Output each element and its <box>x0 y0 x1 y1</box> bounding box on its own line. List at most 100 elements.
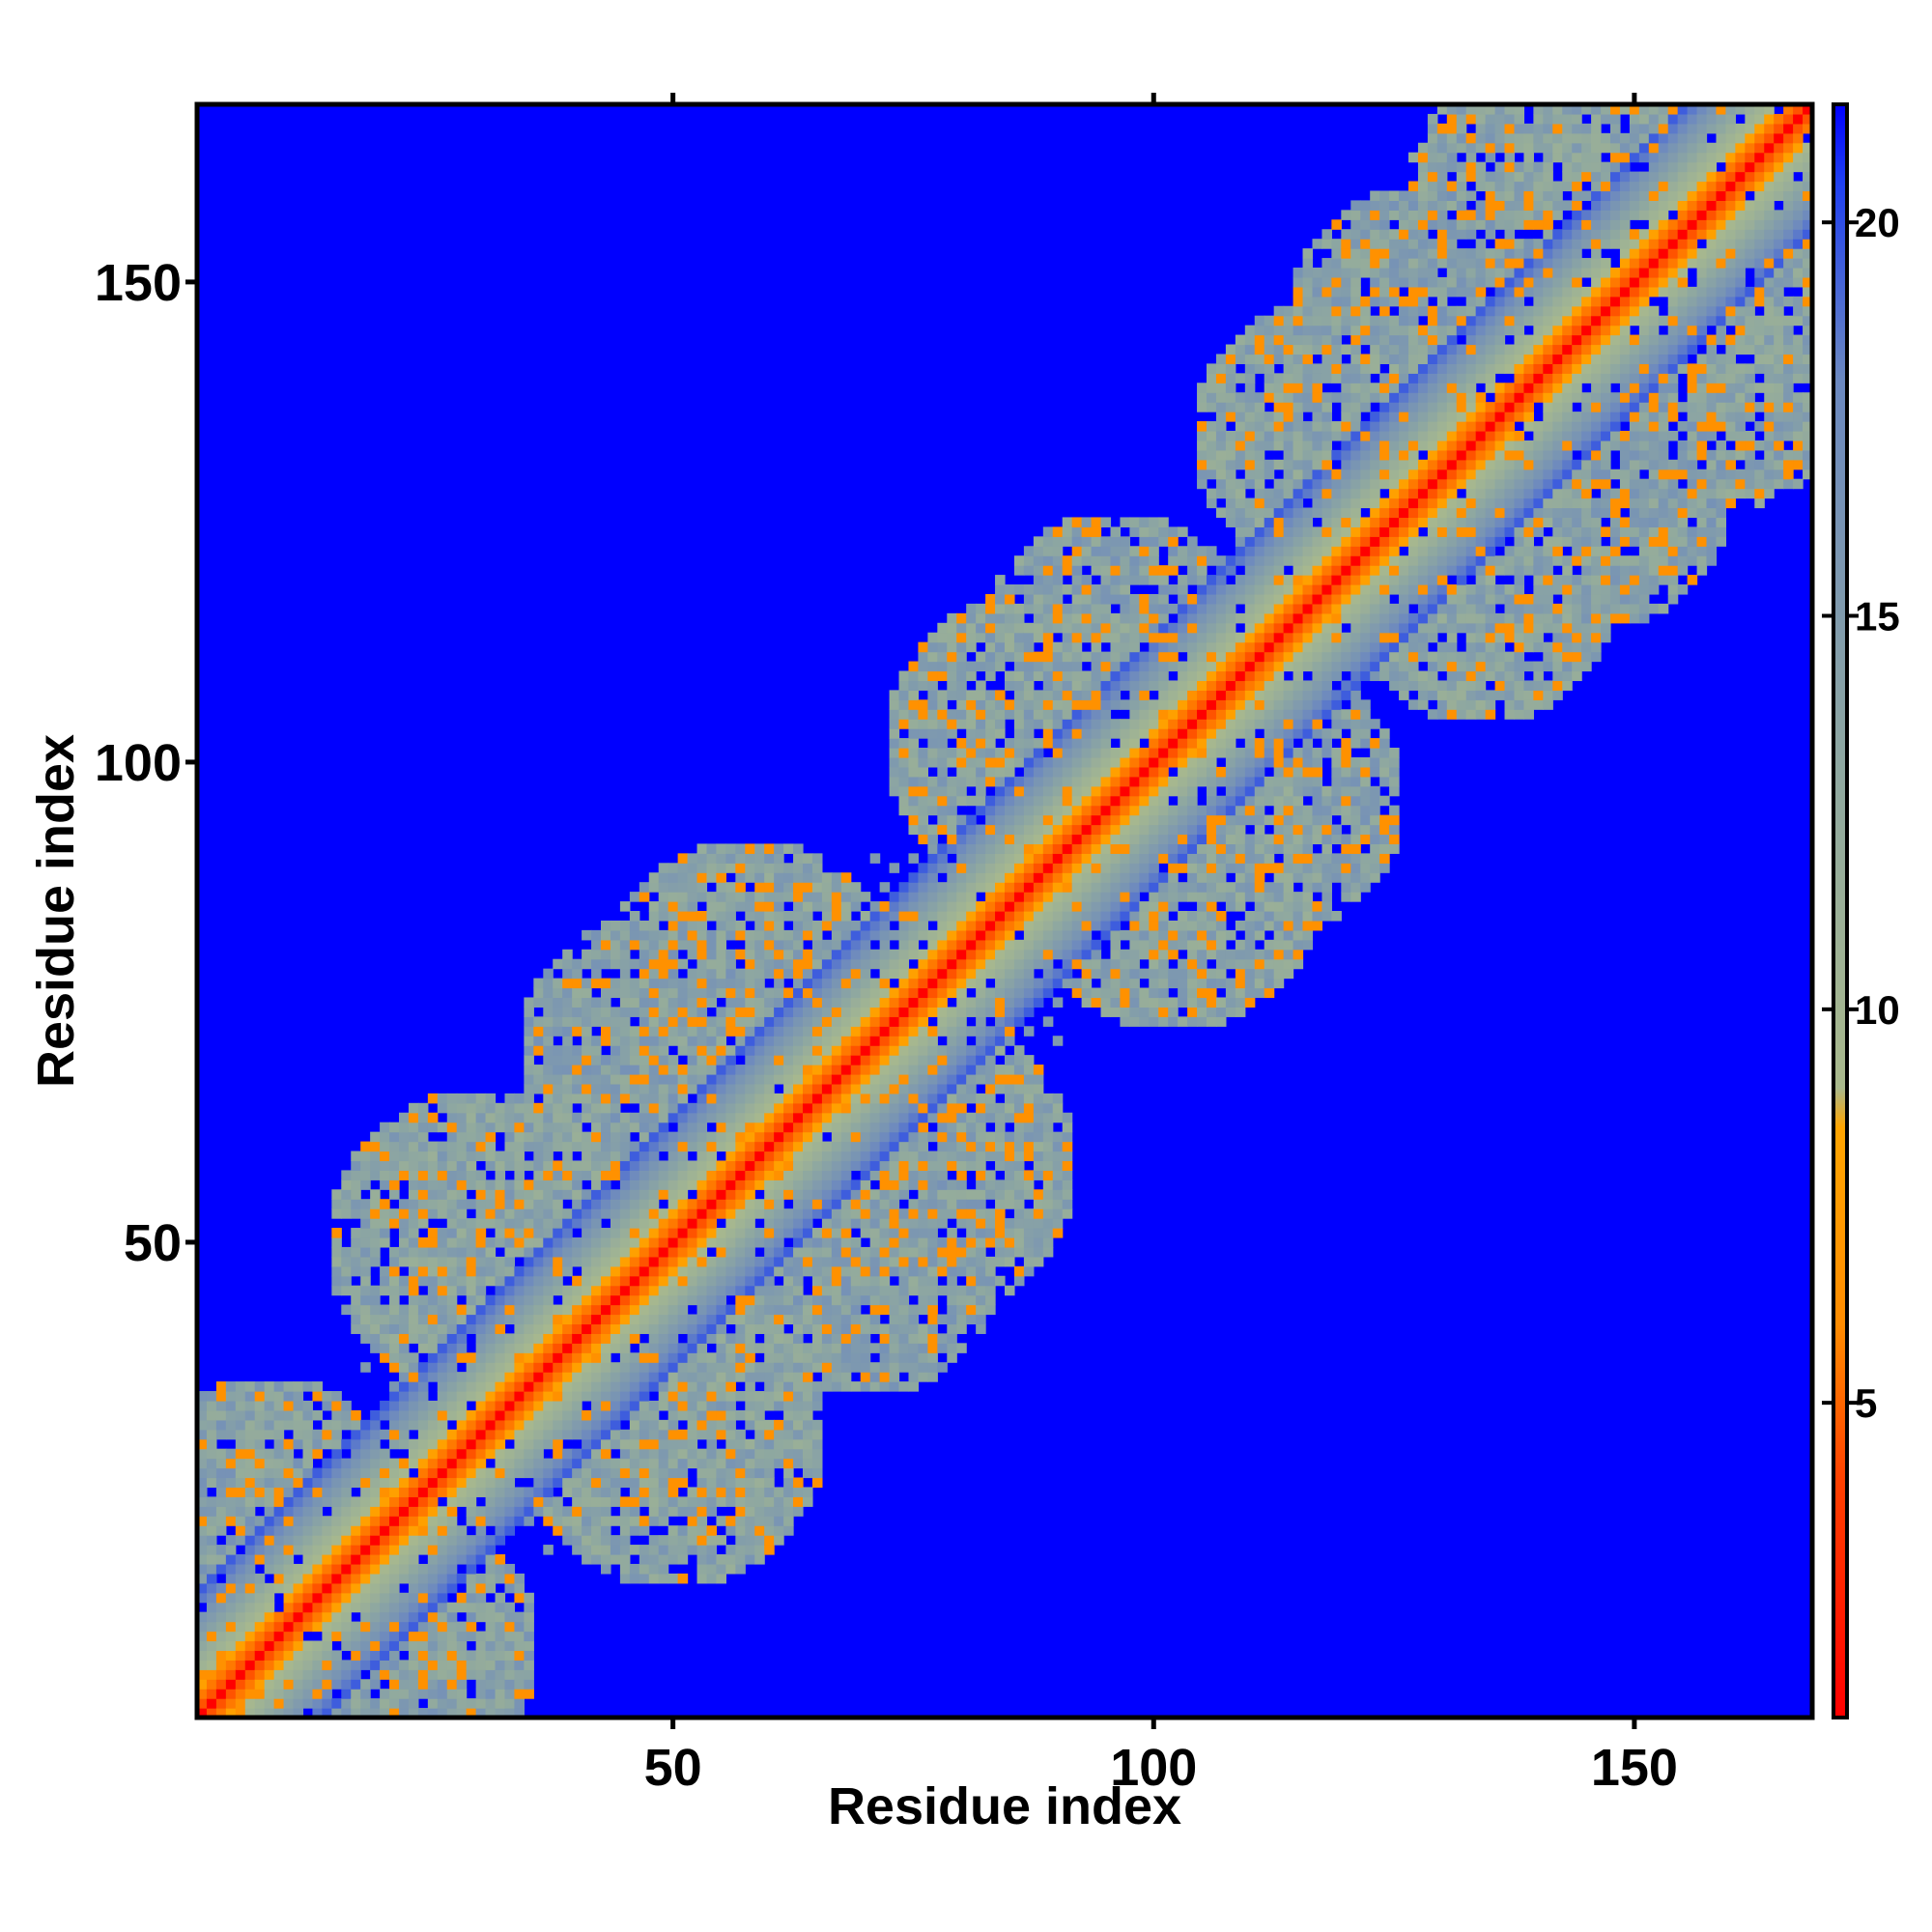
heatmap-cell <box>706 1228 718 1238</box>
heatmap-cell <box>869 1065 881 1075</box>
heatmap-cell <box>331 1573 342 1584</box>
heatmap-cell <box>380 1208 390 1219</box>
heatmap-cell <box>966 1073 977 1085</box>
heatmap-cell <box>408 1294 419 1306</box>
heatmap-cell <box>811 1285 823 1296</box>
heatmap-cell <box>831 872 842 883</box>
heatmap-cell <box>908 1073 920 1085</box>
heatmap-cell <box>706 1256 718 1267</box>
heatmap-cell <box>725 1007 736 1017</box>
heatmap-cell <box>225 1535 237 1546</box>
heatmap-cell <box>658 1160 669 1171</box>
heatmap-cell <box>273 1419 285 1431</box>
heatmap-cell <box>696 1467 708 1479</box>
heatmap-cell <box>668 929 679 941</box>
heatmap-cell <box>840 1093 852 1104</box>
heatmap-cell <box>976 853 986 864</box>
heatmap-cell <box>1023 748 1035 758</box>
heatmap-cell <box>225 1582 237 1594</box>
heatmap-cell <box>254 1409 266 1421</box>
heatmap-cell <box>706 1409 718 1421</box>
heatmap-cell <box>869 1045 881 1056</box>
heatmap-cell <box>380 1352 390 1363</box>
heatmap-cell <box>668 1573 679 1584</box>
heatmap-cell <box>610 1467 621 1479</box>
heatmap-cell <box>668 1304 679 1316</box>
heatmap-cell <box>485 1438 497 1450</box>
heatmap-cell <box>370 1640 381 1652</box>
heatmap-cell <box>648 1122 660 1133</box>
heatmap-cell <box>380 1467 390 1479</box>
heatmap-cell <box>774 1294 784 1306</box>
heatmap-cell <box>803 1007 813 1017</box>
heatmap-cell <box>783 949 794 960</box>
heatmap-cell <box>898 1045 910 1056</box>
heatmap-cell <box>985 1228 996 1238</box>
heatmap-cell <box>1013 1141 1025 1152</box>
heatmap-cell <box>475 1314 487 1325</box>
heatmap-cell <box>446 1218 458 1229</box>
heatmap-cell <box>745 987 755 999</box>
heatmap-cell <box>331 1400 342 1411</box>
heatmap-cell <box>937 1265 948 1277</box>
heatmap-cell <box>322 1535 332 1546</box>
heatmap-cell <box>610 1409 621 1421</box>
heatmap-cell <box>706 1304 718 1316</box>
heatmap-cell <box>322 1669 332 1680</box>
heatmap-cell <box>360 1362 371 1373</box>
heatmap-cell <box>543 1189 554 1200</box>
heatmap-cell <box>677 1429 689 1440</box>
heatmap-cell <box>850 1065 862 1075</box>
heatmap-cell <box>437 1151 448 1162</box>
heatmap-cell <box>764 1016 775 1027</box>
heatmap-cell <box>764 949 775 960</box>
heatmap-cell <box>648 1093 660 1104</box>
heatmap-cell <box>1033 1208 1044 1219</box>
heatmap-cell <box>889 1362 900 1373</box>
heatmap-cell <box>293 1516 304 1526</box>
heatmap-cell <box>389 1256 400 1267</box>
heatmap-cell <box>601 958 611 970</box>
heatmap-cell <box>869 1036 881 1046</box>
heatmap-cell <box>601 1093 611 1104</box>
heatmap-cell <box>677 1016 689 1027</box>
heatmap-cell <box>764 1026 775 1037</box>
heatmap-cell <box>351 1660 361 1670</box>
heatmap-cell <box>610 1228 621 1238</box>
heatmap-cell <box>389 1314 400 1325</box>
heatmap-cell <box>687 1362 698 1373</box>
heatmap-cell <box>725 1083 736 1094</box>
heatmap-cell <box>399 1660 410 1670</box>
heatmap-cell <box>658 1535 669 1546</box>
heatmap-cell <box>995 978 1006 989</box>
heatmap-cell <box>331 1496 342 1507</box>
heatmap-cell <box>976 1131 986 1143</box>
heatmap-cell <box>706 1496 718 1507</box>
heatmap-cell <box>495 1391 506 1402</box>
heatmap-cell <box>908 795 920 807</box>
heatmap-cell <box>1013 958 1025 970</box>
heatmap-cell <box>504 1343 516 1353</box>
heatmap-cell <box>783 1285 794 1296</box>
heatmap-cell <box>360 1650 371 1661</box>
heatmap-cell <box>197 1582 208 1594</box>
heatmap-cell <box>793 1256 804 1267</box>
heatmap-cell <box>524 1131 534 1143</box>
heatmap-cell <box>850 882 862 893</box>
heatmap-cell <box>427 1372 439 1382</box>
heatmap-cell <box>524 1689 534 1699</box>
heatmap-cell <box>706 1467 718 1479</box>
heatmap-cell <box>811 1122 823 1133</box>
heatmap-cell <box>591 1438 602 1450</box>
heatmap-cell <box>898 1131 910 1143</box>
heatmap-cell <box>543 1477 554 1489</box>
heatmap-cell <box>976 1218 986 1229</box>
heatmap-cell <box>254 1708 266 1719</box>
heatmap-cell <box>456 1592 468 1604</box>
heatmap-cell <box>937 1333 948 1344</box>
heatmap-cell <box>351 1294 361 1306</box>
heatmap-cell <box>937 1055 948 1065</box>
heatmap-cell <box>956 1073 967 1085</box>
heatmap-cell <box>956 1026 967 1037</box>
heatmap-cell <box>803 987 813 999</box>
